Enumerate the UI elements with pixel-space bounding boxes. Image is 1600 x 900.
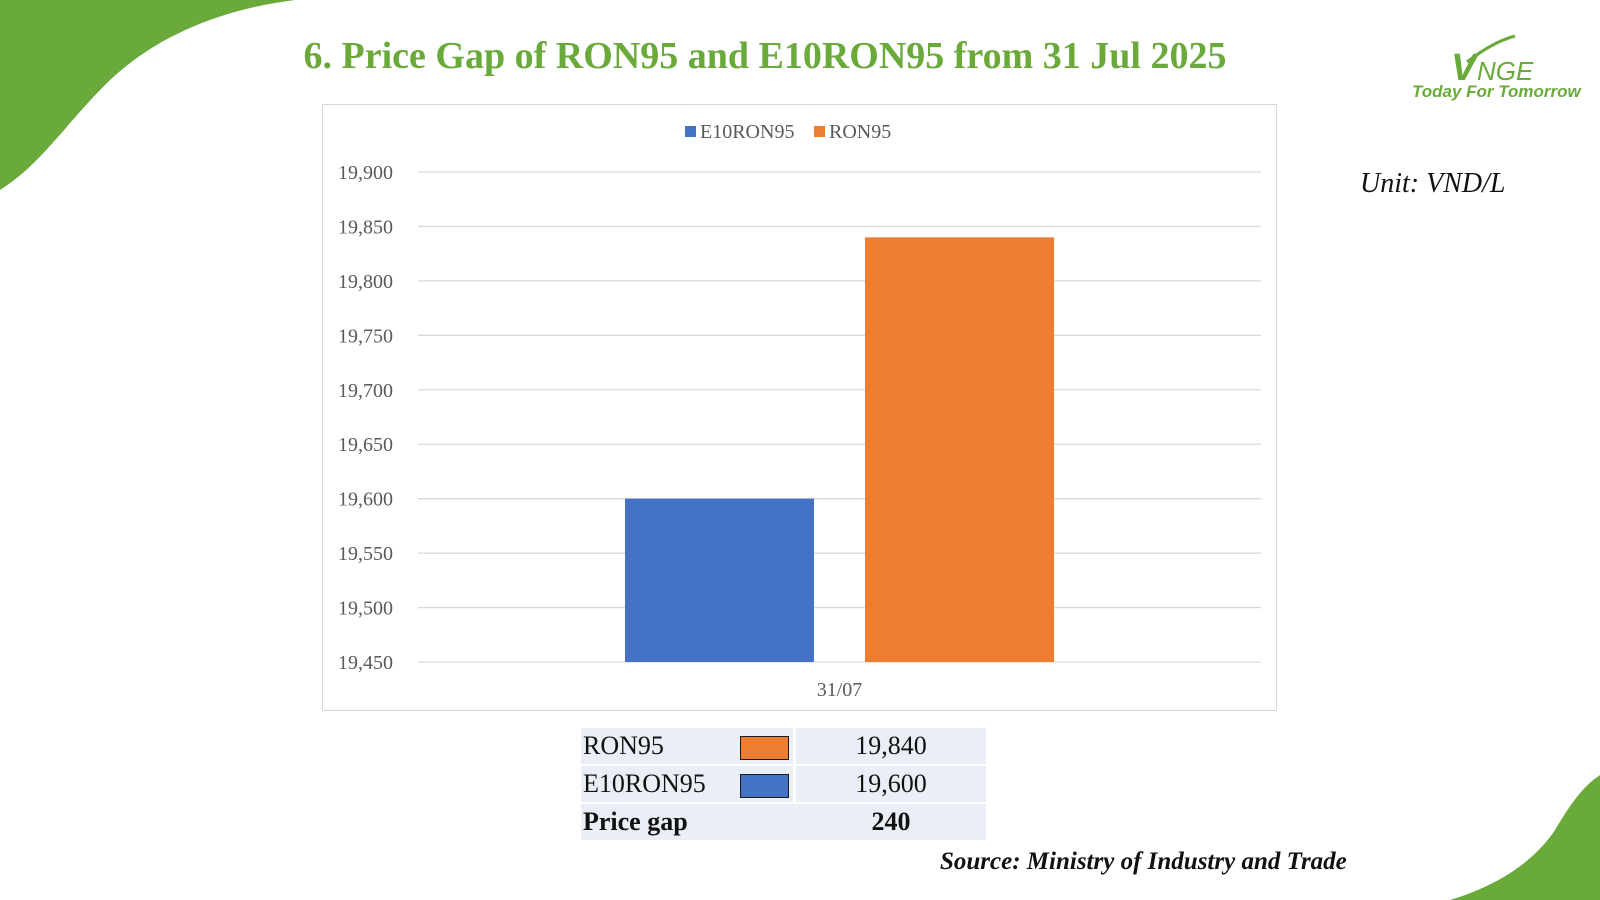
corner-decoration-top-left [0, 0, 295, 190]
y-tick-label: 19,750 [338, 325, 393, 347]
y-tick-label: 19,700 [338, 380, 393, 402]
y-tick-label: 19,450 [338, 652, 393, 674]
table-row: RON95 19,840 [581, 728, 986, 766]
logo-tagline: Today For Tomorrow [1412, 82, 1581, 101]
price-gap-table: RON95 19,840 E10RON95 19,600 Price gap 2… [581, 728, 986, 842]
x-tick-label: 31/07 [817, 679, 863, 701]
row-value: 19,840 [796, 728, 986, 766]
legend-label: E10RON95 [700, 121, 794, 143]
unit-label: Unit: VND/L [1360, 168, 1506, 199]
y-tick-label: 19,600 [338, 489, 393, 511]
source-note: Source: Ministry of Industry and Trade [940, 848, 1347, 875]
y-tick-label: 19,500 [338, 598, 393, 620]
row-label: E10RON95 [581, 766, 735, 804]
vnge-logo: V NGE [1451, 34, 1534, 89]
y-tick-label: 19,800 [338, 271, 393, 293]
table-row: E10RON95 19,600 [581, 766, 986, 804]
row-label: RON95 [581, 728, 735, 766]
ron95-color-swatch [740, 736, 789, 761]
chart-svg: 19,450 19,500 19,550 19,600 19,650 19,700 19,7… [338, 121, 1261, 701]
y-tick-label: 19,650 [338, 434, 393, 456]
gap-label: Price gap [581, 804, 796, 842]
svg-text:V: V [1451, 47, 1479, 89]
e10ron95-color-swatch [740, 774, 789, 799]
y-tick-label: 19,850 [338, 216, 393, 238]
gap-value: 240 [796, 804, 986, 842]
legend-label: RON95 [829, 121, 891, 143]
row-value: 19,600 [796, 766, 986, 804]
legend-swatch [685, 126, 696, 137]
svg-text:NGE: NGE [1477, 56, 1534, 86]
y-tick-label: 19,550 [338, 543, 393, 565]
bar-e10ron95 [625, 498, 814, 662]
y-tick-label: 19,900 [338, 162, 393, 184]
table-row: Price gap 240 [581, 804, 986, 842]
page-title: 6. Price Gap of RON95 and E10RON95 from … [303, 35, 1227, 77]
bar-chart: 19,450 19,500 19,550 19,600 19,650 19,700 19,7… [322, 104, 1277, 711]
legend-swatch [814, 126, 825, 137]
bar-ron95 [865, 237, 1054, 663]
corner-decoration-bottom-right [1450, 775, 1600, 900]
